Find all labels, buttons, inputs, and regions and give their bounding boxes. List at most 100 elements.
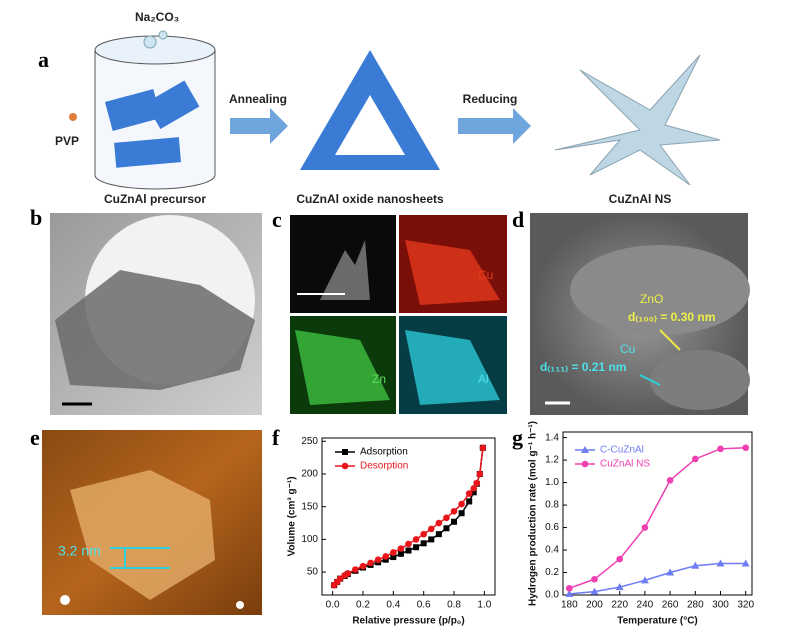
y-tick-label: 0.4 [545, 545, 559, 556]
eds-mapping [290, 215, 507, 414]
marker [470, 489, 477, 496]
element-label: Al [478, 372, 489, 386]
marker [374, 556, 382, 563]
marker [466, 498, 473, 505]
marker [435, 531, 442, 538]
marker [359, 562, 367, 570]
marker [367, 559, 374, 567]
series-line [569, 562, 746, 595]
y-tick-label: 200 [301, 469, 318, 480]
plot-frame [321, 437, 496, 596]
marker [458, 510, 465, 517]
marker [742, 444, 749, 452]
y-tick-label: 0.2 [545, 567, 559, 578]
x-tick-label: 180 [561, 600, 578, 611]
reagent: Na₂CO₃ [135, 10, 179, 24]
marker [382, 553, 390, 560]
series-line [333, 447, 484, 586]
x-tick-label: 1.0 [477, 600, 491, 611]
y-tick-label: 1.4 [545, 432, 559, 443]
marker [427, 525, 435, 533]
marker [479, 444, 487, 452]
marker [470, 485, 478, 492]
panel-label: e [30, 425, 40, 450]
x-tick-label: 280 [687, 600, 704, 611]
marker [590, 587, 599, 595]
x-tick-label: 200 [586, 600, 603, 611]
x-tick-label: 300 [712, 600, 729, 611]
marker [565, 589, 574, 597]
x-tick-label: 0.2 [356, 600, 370, 611]
x-tick-label: 320 [737, 600, 754, 611]
scheme [69, 30, 721, 190]
y-tick-label: 50 [307, 567, 319, 578]
panel-label: a [38, 47, 49, 72]
legend-label: Adsorption [360, 447, 408, 458]
marker [435, 519, 443, 527]
legend-label: C-CuZnAl [600, 445, 644, 456]
tem-image [50, 213, 262, 415]
x-tick-label: 0.6 [417, 600, 431, 611]
y-tick-label: 1.2 [545, 455, 559, 466]
marker [420, 530, 427, 538]
element-label: Zn [372, 372, 386, 386]
series-line [569, 446, 746, 589]
marker [428, 536, 435, 543]
marker [450, 507, 458, 515]
x-tick-label: 260 [662, 600, 679, 611]
legend-label: Desorption [360, 461, 408, 472]
marker [666, 568, 675, 576]
panel-label: c [272, 207, 282, 232]
marker [640, 576, 649, 584]
x-axis-label: Temperature (°C) [617, 616, 698, 627]
marker [451, 518, 458, 525]
marker [566, 584, 573, 592]
surfactant: PVP [55, 134, 79, 148]
step-label: CuZnAl oxide nanosheets [296, 192, 444, 206]
marker [615, 583, 624, 591]
y-tick-label: 0.8 [545, 500, 559, 511]
legend-marker [581, 446, 589, 453]
arrow-label: Annealing [229, 92, 287, 106]
marker [473, 479, 481, 487]
phase-label: ZnO [640, 292, 663, 306]
x-tick-label: 0.4 [386, 600, 400, 611]
marker [458, 500, 465, 508]
series-line [333, 447, 484, 586]
marker [413, 544, 420, 551]
step-label: CuZnAl NS [609, 192, 672, 206]
marker [591, 575, 598, 583]
marker [443, 514, 450, 522]
y-tick-label: 0.0 [545, 590, 559, 601]
marker [390, 554, 397, 561]
y-tick-label: 100 [301, 534, 318, 545]
y-axis-label: Hydrogen production rate (mol g⁻¹ h⁻¹) [528, 421, 539, 606]
afm-image [42, 430, 262, 615]
x-axis-label: Relative pressure (p/p₀) [352, 616, 464, 627]
panel-label: d [512, 207, 524, 232]
height-label: 3.2 nm [58, 543, 101, 559]
step-label: CuZnAl precursor [104, 192, 206, 206]
phase-label: Cu [620, 342, 635, 356]
marker [443, 525, 450, 532]
marker [336, 575, 344, 582]
panel-label: g [512, 425, 523, 450]
legend-label: CuZnAl NS [600, 459, 650, 470]
marker [716, 559, 725, 567]
legend-marker [581, 460, 589, 468]
marker [666, 477, 674, 484]
x-tick-label: 240 [637, 600, 654, 611]
x-tick-label: 0.8 [447, 600, 461, 611]
marker [405, 540, 412, 548]
panel-label: b [30, 205, 42, 230]
legend-marker [341, 462, 349, 470]
spacing-label: d₍₁₁₁₎ = 0.21 nm [540, 360, 626, 374]
arrow-label: Reducing [463, 92, 518, 106]
y-tick-label: 0.6 [545, 522, 559, 533]
spacing-label: d₍₁₀₀₎ = 0.30 nm [628, 310, 715, 324]
marker [397, 550, 404, 557]
element-label: Cu [478, 268, 493, 282]
marker [344, 570, 352, 577]
marker [717, 445, 724, 453]
